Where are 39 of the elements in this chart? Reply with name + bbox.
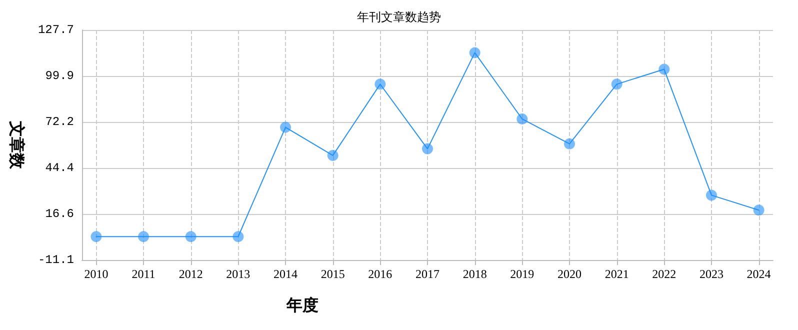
y-tick-label: 44.4 [45, 161, 74, 176]
x-tick-label: 2016 [368, 267, 392, 281]
x-tick-label: 2014 [274, 267, 298, 281]
x-tick-label: 2023 [699, 267, 724, 281]
x-tick-label: 2020 [557, 267, 582, 281]
x-tick-label: 2024 [746, 267, 771, 281]
x-tick-label: 2017 [416, 267, 440, 281]
point [564, 138, 575, 150]
y-axis-title: 文章数 [8, 120, 26, 170]
y-tick-label: 72.2 [45, 114, 74, 129]
point [327, 150, 338, 161]
x-tick-label: 2019 [510, 267, 534, 281]
x-tick-label: 2018 [462, 267, 487, 281]
point [469, 47, 480, 58]
point [516, 113, 528, 124]
x-tick-label: 2015 [320, 267, 345, 281]
point [280, 122, 292, 133]
x-tick-label: 2013 [226, 267, 250, 281]
y-tick-label: -11.1 [38, 253, 74, 267]
point [232, 231, 244, 242]
point [90, 231, 102, 242]
y-tick-label: 16.6 [45, 207, 74, 222]
chart-title: 年刊文章数趋势 [357, 10, 441, 24]
point [422, 143, 433, 154]
point [658, 64, 670, 75]
point [611, 78, 622, 90]
point [185, 231, 196, 242]
y-tick-label: 127.7 [38, 23, 74, 37]
x-axis-title: 年度 [286, 296, 318, 314]
x-tick-label: 2010 [84, 267, 108, 281]
point [753, 204, 764, 216]
point [138, 231, 150, 242]
y-tick-label: 99.9 [45, 69, 74, 84]
x-tick-label: 2022 [652, 267, 676, 281]
x-tick-label: 2021 [604, 267, 629, 281]
point [706, 190, 717, 201]
x-tick-label: 2012 [178, 267, 203, 281]
x-tick-label: 2011 [132, 267, 156, 281]
point [374, 78, 386, 90]
